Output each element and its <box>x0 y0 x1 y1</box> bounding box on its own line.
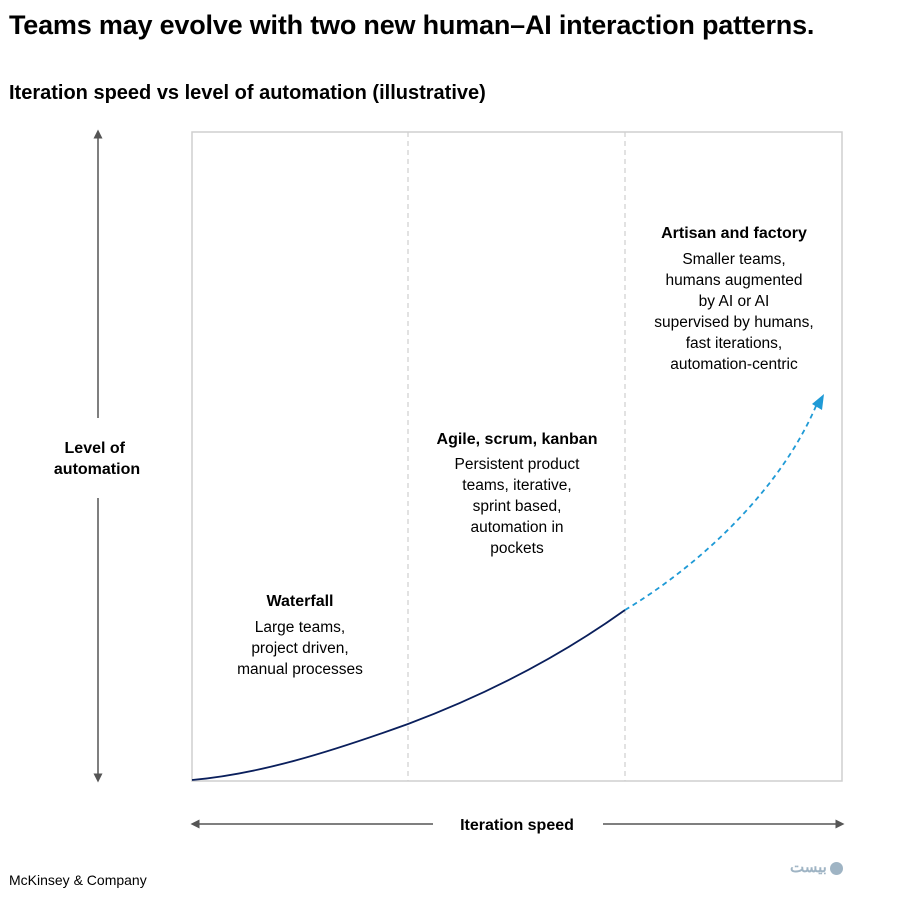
watermark-logo-icon <box>829 861 843 875</box>
plot-frame <box>191 131 843 782</box>
zone-line: manual processes <box>237 661 363 678</box>
y-axis-label: Level of automation <box>54 440 140 478</box>
zone-heading: Agile, scrum, kanban <box>437 431 598 448</box>
zone-agile: Agile, scrum, kanban Persistent product … <box>437 431 598 557</box>
zone-line: sprint based, <box>473 498 562 515</box>
zone-line: Large teams, <box>255 619 345 636</box>
zone-waterfall: Waterfall Large teams, project driven, m… <box>237 593 363 678</box>
watermark: بیست <box>790 858 843 876</box>
chart-subtitle: Iteration speed vs level of automation (… <box>9 82 486 104</box>
zone-line: supervised by humans, <box>654 314 813 331</box>
zone-heading: Waterfall <box>267 593 334 610</box>
curve-solid <box>191 609 626 781</box>
zone-line: Smaller teams, <box>682 251 785 268</box>
zone-artisan: Artisan and factory Smaller teams, human… <box>654 225 813 373</box>
zone-line: project driven, <box>251 640 348 657</box>
watermark-text: بیست <box>790 859 827 876</box>
zone-line: pockets <box>490 540 544 557</box>
zone-line: fast iterations, <box>686 335 783 352</box>
zone-heading: Artisan and factory <box>661 225 807 242</box>
chart: Level of automation Iteration speed Wate… <box>54 129 845 834</box>
zone-line: teams, iterative, <box>462 477 571 494</box>
x-axis-label: Iteration speed <box>460 817 574 834</box>
zone-line: automation in <box>470 519 563 536</box>
curve-arrowhead <box>812 394 824 410</box>
source-footer: McKinsey & Company <box>9 872 147 888</box>
zone-line: humans augmented <box>665 272 802 289</box>
zone-line: automation-centric <box>670 356 798 373</box>
zone-line: by AI or AI <box>699 293 770 310</box>
zone-line: Persistent product <box>455 456 581 473</box>
curve-dashed <box>624 405 817 611</box>
chart-title: Teams may evolve with two new human–AI i… <box>9 10 815 40</box>
